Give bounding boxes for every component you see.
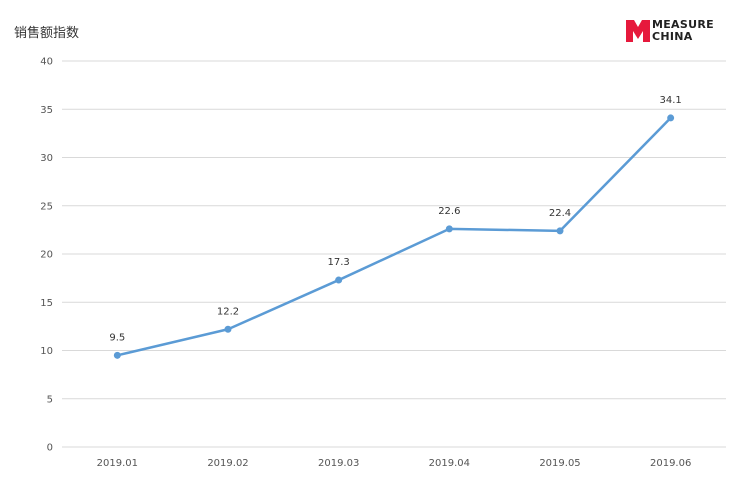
x-tick-label: 2019.03 [318,458,359,469]
data-point [445,225,453,233]
y-tick-label: 40 [40,57,53,68]
data-label: 9.5 [109,332,125,343]
logo-text-measure: MEASURE [652,18,714,31]
chart-title: 销售额指数 [14,26,80,41]
x-tick-label: 2019.01 [97,458,138,469]
data-label: 22.6 [438,206,460,217]
measure-china-logo: MEASURE CHINA [626,19,736,43]
data-label: 12.2 [217,306,239,317]
y-tick-label: 5 [47,394,53,405]
logo-text-china: CHINA [652,30,693,43]
data-point [667,114,675,122]
data-label: 22.4 [549,208,571,219]
y-tick-label: 15 [40,298,53,309]
data-label: 34.1 [660,95,682,106]
data-point [335,276,343,284]
y-tick-label: 20 [40,250,53,261]
x-tick-label: 2019.06 [650,458,691,469]
series-line [117,117,672,357]
y-tick-label: 10 [40,346,53,357]
x-tick-label: 2019.05 [539,458,580,469]
y-tick-label: 35 [40,105,53,116]
y-tick-label: 30 [40,153,53,164]
data-point [556,227,564,235]
y-tick-label: 25 [40,201,53,212]
x-tick-label: 2019.04 [429,458,470,469]
data-point [113,351,121,359]
data-point [224,325,232,333]
data-label: 17.3 [328,257,350,268]
logo-mark-icon [626,20,650,42]
x-tick-label: 2019.02 [207,458,248,469]
y-tick-label: 0 [47,443,53,454]
